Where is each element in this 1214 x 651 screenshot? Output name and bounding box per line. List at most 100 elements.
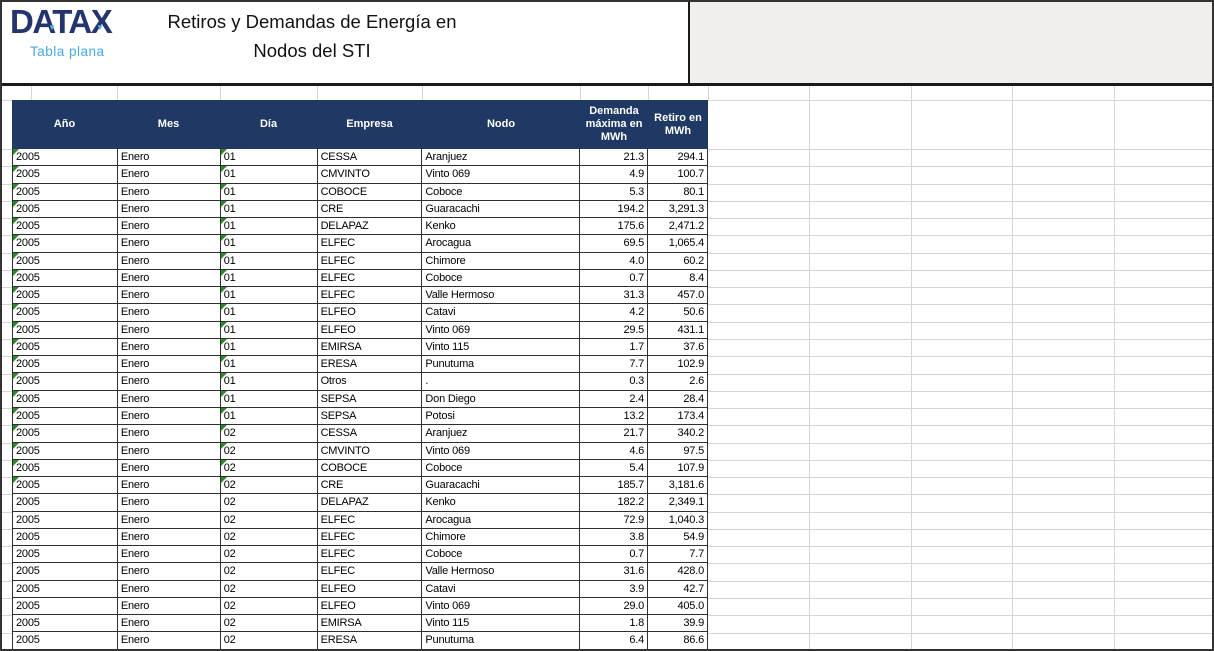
cell-dia[interactable]: 02 [220,425,318,442]
cell-retiro[interactable]: 28.4 [648,390,708,407]
cell-dia[interactable]: 01 [220,373,318,390]
cell-empresa[interactable]: COBOCE [318,183,423,200]
cell-nodo[interactable]: Coboce [422,546,581,563]
cell-mes[interactable]: Enero [118,632,221,649]
cell-demanda[interactable]: 5.3 [580,183,649,200]
cell-ano[interactable]: 2005 [13,287,118,304]
cell-mes[interactable]: Enero [118,477,221,494]
cell-retiro[interactable]: 3,181.6 [648,477,708,494]
cell-empresa[interactable]: CESSA [318,149,423,166]
cell-dia[interactable]: 02 [220,442,318,459]
cell-mes[interactable]: Enero [118,580,221,597]
cell-mes[interactable]: Enero [118,321,221,338]
cell-nodo[interactable]: Valle Hermoso [422,563,581,580]
cell-demanda[interactable]: 1.8 [580,615,649,632]
cell-demanda[interactable]: 4.2 [580,304,649,321]
cell-dia[interactable]: 01 [220,235,318,252]
cell-retiro[interactable]: 7.7 [648,546,708,563]
cell-demanda[interactable]: 175.6 [580,218,649,235]
cell-demanda[interactable]: 72.9 [580,511,649,528]
cell-demanda[interactable]: 0.3 [580,373,649,390]
cell-empresa[interactable]: DELAPAZ [318,218,423,235]
cell-ano[interactable]: 2005 [13,149,118,166]
column-header-2[interactable]: Mes [157,118,180,130]
cell-ano[interactable]: 2005 [13,442,118,459]
cell-nodo[interactable]: Vinto 115 [422,338,581,356]
cell-mes[interactable]: Enero [118,546,221,563]
cell-demanda[interactable]: 29.5 [580,321,649,338]
cell-demanda[interactable]: 7.7 [580,356,649,373]
cell-ano[interactable]: 2005 [13,183,118,200]
cell-dia[interactable]: 02 [220,477,318,494]
cell-empresa[interactable]: EMIRSA [318,338,423,356]
cell-retiro[interactable]: 86.6 [648,632,708,649]
cell-empresa[interactable]: CRE [318,200,423,218]
cell-mes[interactable]: Enero [118,528,221,546]
cell-retiro[interactable]: 42.7 [648,580,708,597]
cell-demanda[interactable]: 2.4 [580,390,649,407]
cell-nodo[interactable]: Chimore [422,252,581,269]
column-header-7[interactable]: Retiro en MWh [654,111,702,137]
cell-mes[interactable]: Enero [118,615,221,632]
cell-mes[interactable]: Enero [118,494,221,511]
cell-ano[interactable]: 2005 [13,218,118,235]
cell-dia[interactable]: 02 [221,563,318,580]
cell-nodo[interactable]: Arocagua [422,235,581,252]
cell-nodo[interactable]: Vinto 069 [422,597,581,615]
cell-empresa[interactable]: EMIRSA [318,615,423,632]
cell-mes[interactable]: Enero [118,597,221,615]
cell-ano[interactable]: 2005 [13,407,118,425]
cell-demanda[interactable]: 21.3 [580,149,649,166]
cell-nodo[interactable]: Guaracachi [422,200,581,218]
cell-mes[interactable]: Enero [118,304,221,321]
cell-nodo[interactable]: Aranjuez [422,149,581,166]
cell-dia[interactable]: 01 [220,218,318,235]
cell-retiro[interactable]: 2,471.2 [648,218,708,235]
cell-retiro[interactable]: 54.9 [648,528,708,546]
cell-empresa[interactable]: ELFEC [318,563,423,580]
column-header-1[interactable]: Año [53,118,76,130]
cell-mes[interactable]: Enero [118,442,221,459]
cell-demanda[interactable]: 21.7 [580,425,649,442]
cell-retiro[interactable]: 102.9 [648,356,708,373]
cell-demanda[interactable]: 0.7 [580,546,649,563]
cell-ano[interactable]: 2005 [13,632,118,649]
cell-ano[interactable]: 2005 [13,252,118,269]
cell-nodo[interactable]: Potosi [422,407,581,425]
column-header-6[interactable]: Demanda máxima en MWh [585,105,643,143]
cell-ano[interactable]: 2005 [13,321,118,338]
cell-retiro[interactable]: 39.9 [648,615,708,632]
cell-demanda[interactable]: 3.8 [580,528,649,546]
cell-nodo[interactable]: Punutuma [422,632,581,649]
cell-nodo[interactable]: Don Diego [422,390,581,407]
cell-empresa[interactable]: ELFEC [318,511,423,528]
cell-mes[interactable]: Enero [118,269,221,287]
cell-nodo[interactable]: Vinto 069 [422,321,581,338]
cell-nodo[interactable]: Vinto 115 [422,615,581,632]
cell-mes[interactable]: Enero [118,356,221,373]
cell-retiro[interactable]: 405.0 [648,597,708,615]
cell-mes[interactable]: Enero [118,166,221,183]
cell-ano[interactable]: 2005 [13,373,118,390]
cell-demanda[interactable]: 4.6 [580,442,649,459]
cell-ano[interactable]: 2005 [13,200,118,218]
cell-dia[interactable]: 01 [220,287,318,304]
cell-ano[interactable]: 2005 [13,425,118,442]
cell-empresa[interactable]: ELFEO [318,304,423,321]
cell-retiro[interactable]: 8.4 [648,269,708,287]
cell-dia[interactable]: 01 [220,407,318,425]
cell-demanda[interactable]: 31.3 [580,287,649,304]
cell-retiro[interactable]: 3,291.3 [648,200,708,218]
cell-dia[interactable]: 02 [221,615,318,632]
cell-ano[interactable]: 2005 [13,597,118,615]
cell-mes[interactable]: Enero [118,252,221,269]
cell-mes[interactable]: Enero [118,459,221,477]
cell-mes[interactable]: Enero [118,338,221,356]
column-header-5[interactable]: Nodo [486,118,516,130]
cell-demanda[interactable]: 31.6 [580,563,649,580]
cell-ano[interactable]: 2005 [13,494,118,511]
cell-ano[interactable]: 2005 [13,166,118,183]
cell-retiro[interactable]: 1,065.4 [648,235,708,252]
cell-retiro[interactable]: 80.1 [648,183,708,200]
cell-retiro[interactable]: 428.0 [648,563,708,580]
